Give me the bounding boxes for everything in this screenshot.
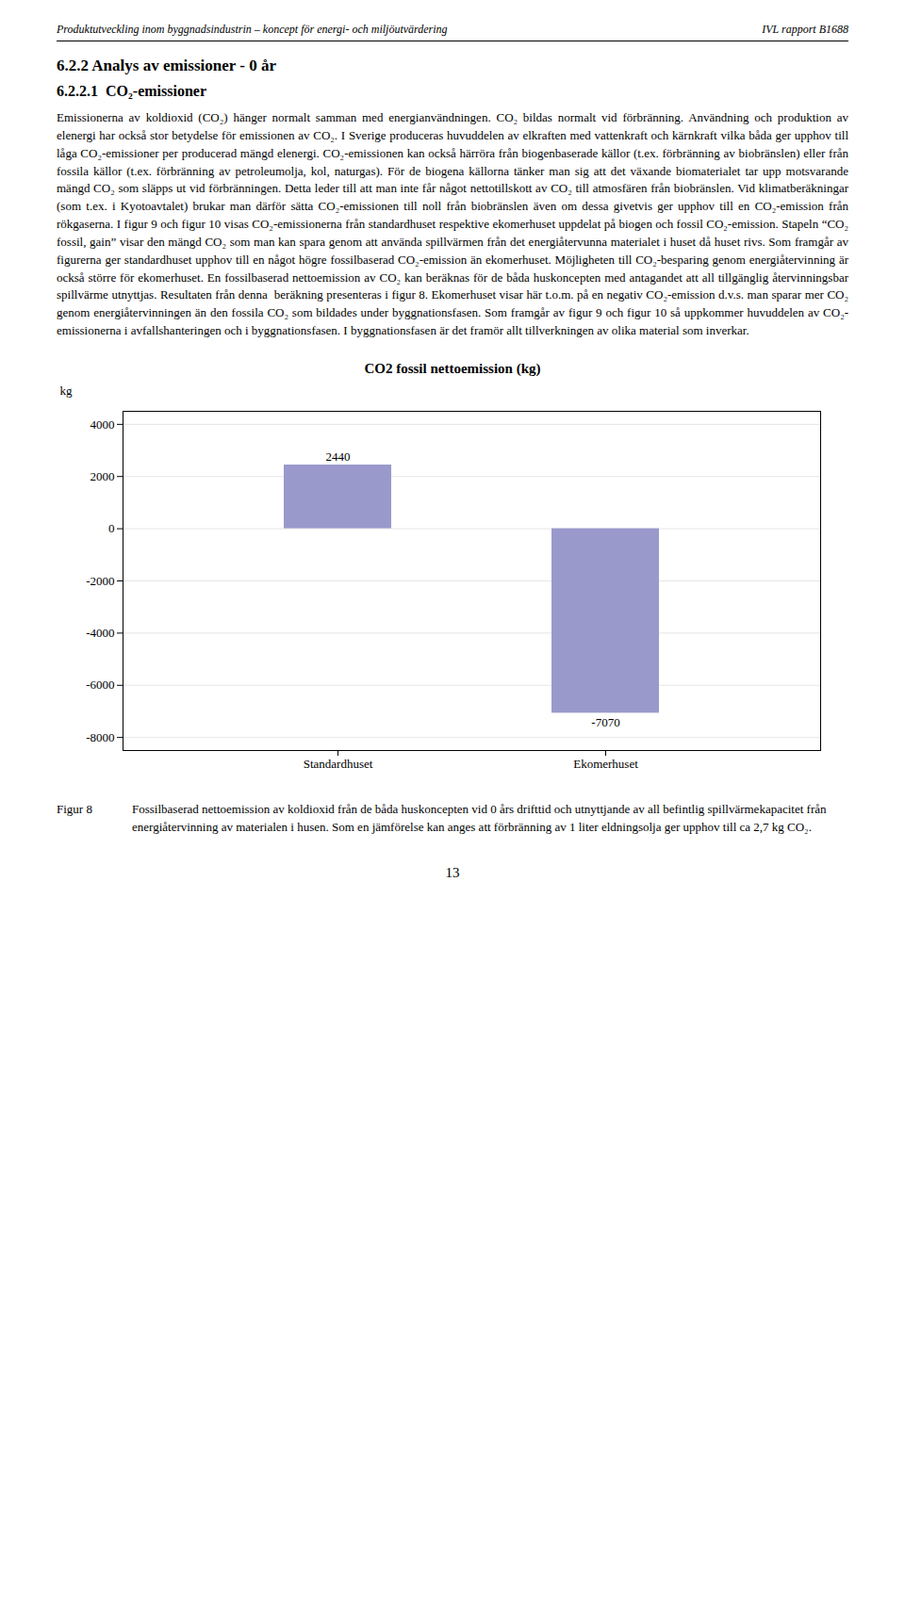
- html-text:Fossilbaserad nettoemission av: Fossilbaserad nettoemission av koldioxid…: [131, 802, 830, 835]
- svg-text:0: 0: [108, 521, 116, 536]
- svg-text:-2000: -2000: [85, 574, 115, 589]
- html-text:6.2.2 Analys av emissioner - 0: 6.2.2 Analys av emissioner - 0 år: [56, 56, 277, 75]
- svg-text:Standardhuset: Standardhuset: [303, 756, 374, 772]
- html-text:Emissionerna av koldioxid (CO₂: Emissionerna av koldioxid (CO₂) hänger n…: [56, 110, 852, 338]
- svg-text:-4000: -4000: [85, 625, 115, 641]
- svg-text:2000: 2000: [90, 469, 116, 484]
- html-text:13: 13: [445, 865, 460, 881]
- svg-text:-6000: -6000: [85, 677, 115, 692]
- svg-text:2440: 2440: [326, 449, 351, 464]
- svg-text:4000: 4000: [90, 416, 116, 431]
- html-text:Produktutveckling inom byggnad: Produktutveckling inom byggnadsindustrin…: [56, 22, 448, 36]
- svg-text:Ekomerhuset: Ekomerhuset: [573, 756, 639, 772]
- html-text:IVL rapport B1688: IVL rapport B1688: [761, 22, 849, 36]
- svg-text:-7070: -7070: [591, 715, 620, 730]
- svg-text:kg: kg: [60, 383, 74, 398]
- svg-text:-8000: -8000: [85, 730, 115, 745]
- html-text:6.2.2.1 CO₂-emissioner: 6.2.2.1 CO₂-emissioner: [56, 82, 207, 99]
- html-text:CO2 fossil nettoemission (kg): CO2 fossil nettoemission (kg): [364, 361, 541, 377]
- html-text:Figur 8: Figur 8: [56, 802, 93, 817]
